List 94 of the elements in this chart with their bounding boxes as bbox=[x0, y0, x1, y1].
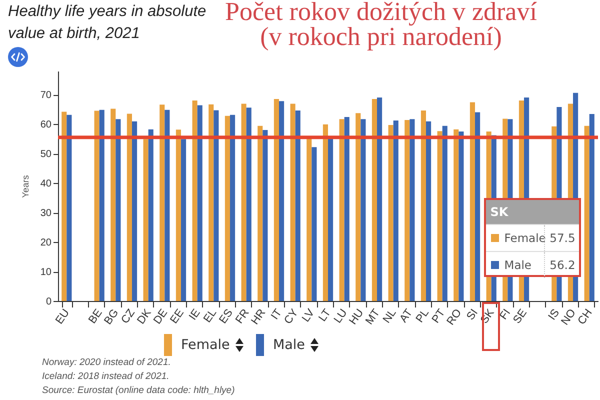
bar bbox=[404, 120, 410, 301]
y-tick-label: 60 bbox=[40, 120, 52, 131]
x-tick-label: BG bbox=[102, 307, 122, 327]
text: Norway: 2020 instead of 2021. bbox=[42, 357, 171, 368]
bar bbox=[360, 119, 366, 301]
bar bbox=[426, 121, 432, 301]
y-tick-label: 20 bbox=[40, 238, 52, 249]
text: Male bbox=[273, 337, 305, 353]
x-tick-label: LT bbox=[316, 306, 334, 324]
bar bbox=[377, 98, 382, 301]
bar bbox=[208, 104, 214, 301]
y-tick-label: 40 bbox=[40, 178, 52, 190]
bar bbox=[197, 105, 202, 301]
annotation: SK bbox=[486, 200, 580, 224]
chart-title: Healthy life years in absolute value at birth, 2021 bbox=[8, 2, 208, 44]
bar bbox=[312, 147, 317, 301]
bar bbox=[99, 110, 104, 301]
bar bbox=[290, 104, 296, 301]
x-tick-label: NL bbox=[380, 307, 399, 326]
bar bbox=[224, 116, 230, 301]
x-tick-label: IT bbox=[268, 306, 285, 322]
bar bbox=[306, 138, 312, 301]
x-tick-label: CZ bbox=[119, 306, 138, 326]
bar bbox=[470, 102, 476, 301]
bar bbox=[584, 126, 590, 301]
bar bbox=[132, 121, 138, 301]
bar bbox=[475, 112, 480, 301]
bar bbox=[192, 100, 198, 301]
x-tick-label: PL bbox=[414, 307, 432, 325]
x-tick-label: EE bbox=[168, 307, 186, 326]
source-note: Source: Eurostat (online data code: hlth_hlye) bbox=[42, 385, 235, 396]
data-label: 57.5 bbox=[550, 230, 576, 244]
bar bbox=[160, 104, 165, 301]
bar bbox=[274, 99, 279, 301]
x-tick-label: EU bbox=[53, 307, 72, 326]
y-tick-label: 50 bbox=[40, 149, 52, 160]
bar bbox=[393, 120, 398, 301]
bar bbox=[176, 130, 181, 301]
x-tick-label: FR bbox=[234, 307, 252, 326]
bar bbox=[279, 101, 284, 301]
bar bbox=[458, 131, 464, 301]
text: Female bbox=[181, 337, 230, 353]
text: Iceland: 2018 instead of 2021. bbox=[42, 371, 170, 382]
y-tick-label: 70 bbox=[40, 90, 52, 102]
x-tick-label: EL bbox=[202, 307, 220, 325]
bar bbox=[328, 138, 334, 301]
bar bbox=[339, 119, 344, 301]
bar bbox=[442, 126, 448, 301]
y-tick-label: 30 bbox=[40, 208, 52, 220]
x-tick-label: SE bbox=[511, 307, 530, 326]
bar bbox=[454, 129, 459, 301]
x-tick-label: LU bbox=[332, 307, 350, 326]
bar bbox=[258, 126, 263, 301]
bar bbox=[241, 104, 246, 301]
y-tick-label: 0 bbox=[46, 296, 52, 308]
bar bbox=[66, 114, 72, 301]
bar bbox=[164, 110, 170, 301]
y-tick-label: 10 bbox=[40, 267, 52, 278]
bar bbox=[94, 110, 100, 301]
bar bbox=[388, 124, 394, 301]
x-tick-label: ES bbox=[217, 307, 236, 326]
bar bbox=[437, 131, 442, 301]
bar bbox=[589, 114, 594, 301]
x-tick-label: BE bbox=[86, 307, 105, 326]
bar bbox=[126, 114, 132, 301]
bar bbox=[420, 110, 426, 301]
x-tick-label: IE bbox=[186, 307, 203, 322]
bar bbox=[246, 108, 252, 301]
y-axis-title: Years bbox=[20, 174, 30, 198]
x-tick-label: AT bbox=[398, 306, 416, 325]
x-tick-label: LV bbox=[300, 306, 318, 324]
x-tick-label: CY bbox=[282, 306, 302, 326]
bar bbox=[214, 110, 219, 301]
bar bbox=[148, 129, 154, 301]
legend-label: Male bbox=[504, 256, 532, 274]
bar bbox=[143, 139, 148, 301]
bar bbox=[295, 110, 300, 301]
bar bbox=[410, 119, 415, 301]
bar bbox=[262, 130, 268, 301]
x-tick-label: SI bbox=[464, 307, 480, 322]
x-tick-label: HR bbox=[249, 307, 268, 327]
chart-subtitle: Počet rokov dožitých v zdraví (v rokoch pri narodení) bbox=[224, 0, 538, 51]
bar bbox=[180, 139, 186, 301]
bar bbox=[356, 113, 361, 301]
bar bbox=[230, 114, 236, 301]
legend-label: Female bbox=[504, 230, 546, 246]
bar bbox=[62, 112, 67, 301]
bar bbox=[116, 119, 121, 301]
bar bbox=[344, 117, 350, 301]
bar bbox=[110, 108, 116, 301]
bar bbox=[322, 124, 328, 301]
x-tick-label: FI bbox=[498, 307, 514, 322]
bar bbox=[372, 99, 377, 301]
data-label: 56.2 bbox=[544, 252, 576, 278]
